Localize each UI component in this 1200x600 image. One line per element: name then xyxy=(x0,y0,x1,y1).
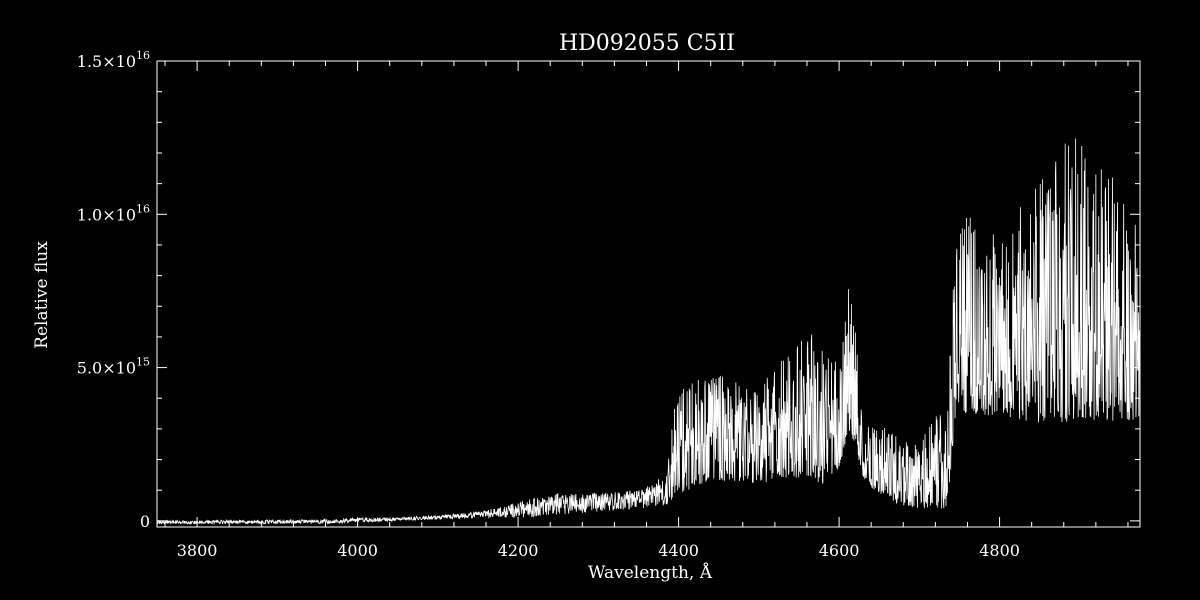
x-tick-label: 4600 xyxy=(819,541,860,560)
x-tick-label: 4000 xyxy=(337,541,378,560)
x-tick-label: 3800 xyxy=(177,541,218,560)
x-tick-label: 4800 xyxy=(979,541,1020,560)
chart-title: HD092055 C5II xyxy=(559,31,735,56)
plot-frame xyxy=(156,60,1141,528)
y-tick-label: 0 xyxy=(140,512,150,531)
y-tick-label: 5.0×1015 xyxy=(77,356,150,378)
x-tick-label: 4200 xyxy=(498,541,539,560)
x-axis-label: Wavelength, Å xyxy=(588,562,713,583)
spectrum-line xyxy=(156,138,1141,525)
y-tick-label: 1.0×1016 xyxy=(77,202,150,224)
spectrum-layer xyxy=(156,138,1141,525)
y-axis-label: Relative flux xyxy=(32,241,52,349)
y-axis: 0 5.0×1015 1.0×1016 1.5×1016 xyxy=(77,49,1140,531)
x-tick-label: 4400 xyxy=(658,541,699,560)
x-axis: 3800 4000 4200 4400 4600 4800 xyxy=(164,61,1129,560)
y-tick-label: 1.5×1016 xyxy=(77,49,150,71)
